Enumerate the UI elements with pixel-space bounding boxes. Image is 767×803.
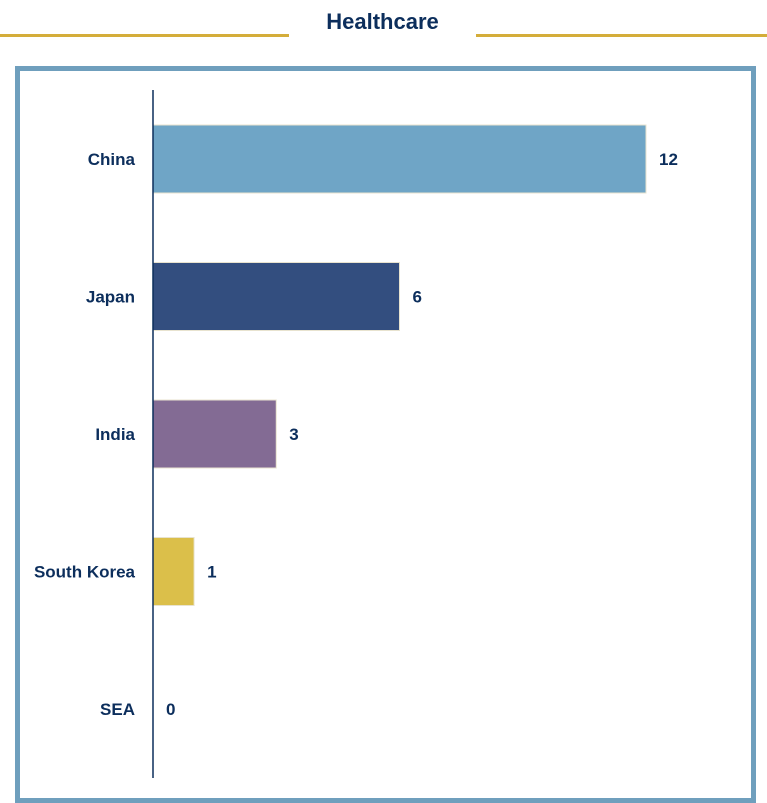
bar-india	[152, 399, 277, 469]
value-label: 3	[289, 425, 298, 444]
title-rule-right	[476, 34, 767, 37]
category-label: SEA	[100, 700, 135, 719]
category-label: India	[95, 425, 135, 444]
bar-china	[152, 124, 647, 194]
value-label: 1	[207, 563, 216, 582]
chart-title: Healthcare	[326, 9, 439, 34]
bar-japan	[152, 262, 400, 331]
value-label: 0	[166, 700, 175, 719]
category-label: South Korea	[34, 563, 136, 582]
title-rule-left	[0, 34, 289, 37]
category-label: Japan	[86, 288, 135, 307]
value-label: 6	[413, 288, 422, 307]
category-label: China	[88, 150, 136, 169]
value-label: 12	[659, 150, 678, 169]
bar-south-korea	[152, 537, 195, 606]
